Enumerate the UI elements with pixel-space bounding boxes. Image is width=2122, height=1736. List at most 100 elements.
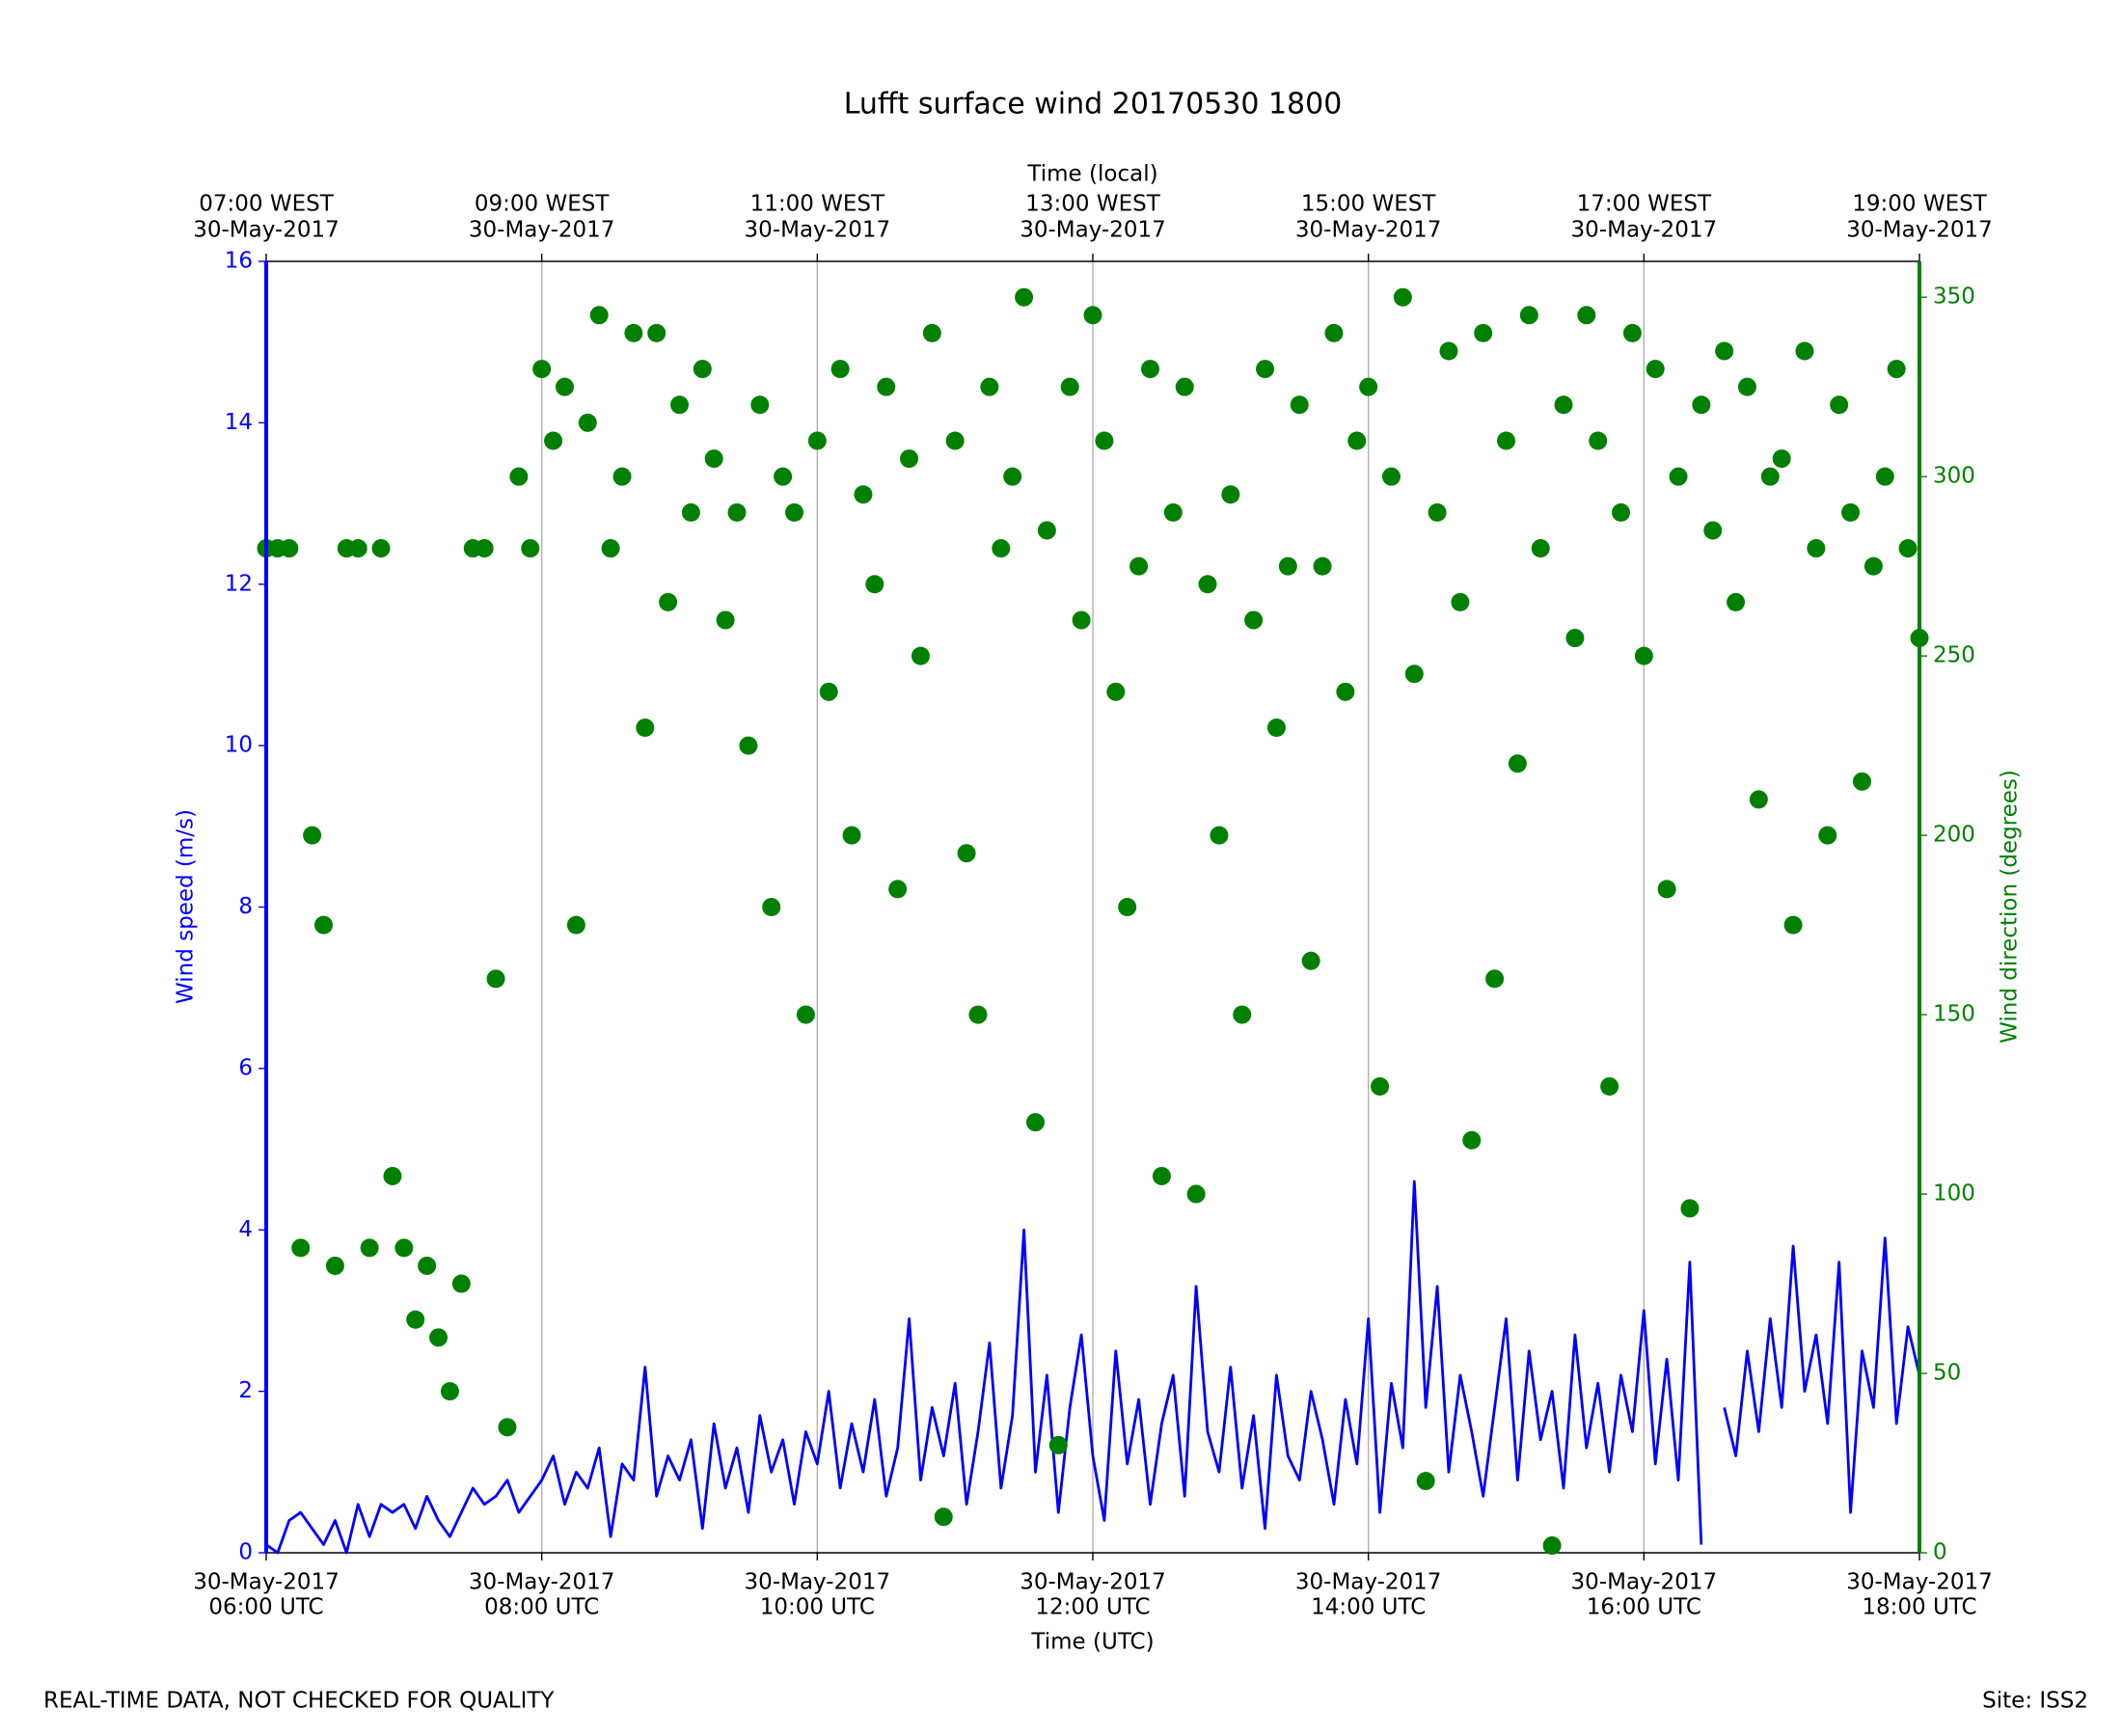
x-tick-label: 10:00 UTC bbox=[760, 1595, 875, 1620]
direction-point bbox=[291, 1238, 311, 1258]
direction-point bbox=[1095, 431, 1114, 450]
direction-point bbox=[475, 539, 494, 558]
direction-point bbox=[1875, 467, 1894, 486]
direction-point bbox=[589, 306, 609, 325]
direction-point bbox=[1015, 287, 1034, 307]
direction-point bbox=[406, 1310, 425, 1329]
x-tick-label: 30-May-2017 bbox=[1020, 1570, 1166, 1595]
direction-point bbox=[1508, 754, 1527, 773]
direction-point bbox=[1462, 1130, 1482, 1150]
direction-point bbox=[968, 1005, 988, 1024]
direction-point bbox=[1278, 556, 1297, 576]
direction-point bbox=[704, 449, 723, 469]
direction-point bbox=[888, 880, 908, 899]
direction-point bbox=[1266, 719, 1286, 738]
direction-point bbox=[636, 719, 655, 738]
y-tick-label: 10 bbox=[225, 733, 253, 758]
direction-point bbox=[1152, 1166, 1171, 1185]
direction-point bbox=[1807, 539, 1826, 558]
direction-point bbox=[1037, 521, 1056, 540]
direction-point bbox=[1141, 360, 1160, 379]
direction-point bbox=[774, 467, 793, 486]
direction-point bbox=[865, 575, 884, 594]
x-tick-label: 08:00 UTC bbox=[484, 1595, 599, 1620]
direction-point bbox=[807, 431, 827, 450]
direction-point bbox=[1324, 323, 1344, 342]
direction-point bbox=[1531, 539, 1550, 558]
top-tick-label: 17:00 WEST bbox=[1577, 192, 1712, 217]
direction-point bbox=[544, 431, 563, 450]
y-tick-label: 16 bbox=[225, 249, 253, 274]
y2-tick-label: 200 bbox=[1933, 823, 1975, 848]
direction-point bbox=[1439, 341, 1458, 361]
direction-point bbox=[612, 467, 632, 486]
direction-point bbox=[1175, 377, 1194, 396]
direction-point bbox=[693, 360, 712, 379]
direction-point bbox=[1474, 323, 1493, 342]
direction-point bbox=[1428, 502, 1447, 522]
top-tick-label: 30-May-2017 bbox=[469, 218, 615, 243]
direction-point bbox=[1072, 610, 1091, 630]
direction-point bbox=[1795, 341, 1814, 361]
direction-point bbox=[1025, 1113, 1045, 1132]
direction-point bbox=[1634, 646, 1653, 665]
direction-point bbox=[819, 682, 838, 701]
direction-point bbox=[498, 1418, 517, 1437]
direction-point bbox=[727, 502, 747, 522]
direction-point bbox=[1003, 467, 1022, 486]
direction-point bbox=[486, 969, 505, 989]
x-tick-label: 06:00 UTC bbox=[208, 1595, 323, 1620]
direction-point bbox=[1864, 556, 1883, 576]
top-tick-label: 30-May-2017 bbox=[745, 218, 891, 243]
direction-point bbox=[1783, 915, 1803, 935]
direction-point bbox=[1852, 772, 1871, 791]
top-tick-label: 30-May-2017 bbox=[1295, 218, 1442, 243]
direction-point bbox=[1336, 682, 1355, 701]
x-tick-label: 30-May-2017 bbox=[1846, 1570, 1993, 1595]
direction-point bbox=[429, 1328, 449, 1347]
direction-point bbox=[957, 844, 976, 863]
y2-tick-label: 50 bbox=[1933, 1361, 1961, 1386]
direction-point bbox=[1898, 539, 1918, 558]
direction-point bbox=[1760, 467, 1780, 486]
direction-point bbox=[1577, 306, 1596, 325]
top-tick-label: 19:00 WEST bbox=[1852, 192, 1987, 217]
direction-point bbox=[1737, 377, 1756, 396]
direction-point bbox=[681, 502, 700, 522]
direction-point bbox=[601, 539, 620, 558]
direction-point bbox=[1565, 629, 1585, 648]
direction-point bbox=[1727, 592, 1746, 611]
direction-point bbox=[624, 323, 643, 342]
footer-site: Site: ISS2 bbox=[1982, 1689, 2088, 1714]
direction-point bbox=[1221, 485, 1240, 504]
direction-point bbox=[1416, 1472, 1435, 1491]
direction-point bbox=[532, 360, 552, 379]
y2-tick-label: 300 bbox=[1933, 464, 1975, 489]
direction-point bbox=[659, 592, 678, 611]
direction-point bbox=[1485, 969, 1505, 989]
direction-point bbox=[1301, 951, 1320, 970]
direction-point bbox=[1371, 1076, 1390, 1096]
direction-point bbox=[1612, 502, 1631, 522]
top-tick-label: 15:00 WEST bbox=[1301, 192, 1436, 217]
direction-point bbox=[566, 915, 585, 935]
x-tick-label: 30-May-2017 bbox=[745, 1570, 891, 1595]
direction-point bbox=[1451, 592, 1470, 611]
direction-point bbox=[1680, 1199, 1700, 1218]
x-tick-label: 14:00 UTC bbox=[1311, 1595, 1426, 1620]
direction-point bbox=[1519, 306, 1538, 325]
y-tick-label: 4 bbox=[238, 1217, 253, 1242]
direction-point bbox=[1622, 323, 1642, 342]
y-tick-label: 14 bbox=[225, 410, 253, 435]
direction-point bbox=[1060, 377, 1079, 396]
direction-point bbox=[1830, 395, 1849, 415]
direction-point bbox=[348, 539, 367, 558]
y-tick-label: 12 bbox=[225, 571, 253, 596]
direction-point bbox=[1497, 431, 1515, 450]
direction-point bbox=[1887, 360, 1906, 379]
direction-point bbox=[383, 1166, 402, 1185]
direction-point bbox=[911, 646, 930, 665]
direction-point bbox=[854, 485, 873, 504]
direction-point bbox=[796, 1005, 815, 1024]
